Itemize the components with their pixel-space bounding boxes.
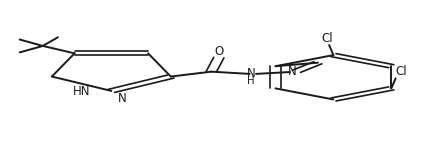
Text: N: N xyxy=(247,67,255,80)
Text: O: O xyxy=(214,45,224,58)
Text: H: H xyxy=(247,76,255,86)
Text: N: N xyxy=(118,92,126,105)
Text: Cl: Cl xyxy=(395,65,407,78)
Text: N: N xyxy=(288,65,296,78)
Text: Cl: Cl xyxy=(321,32,333,45)
Text: HN: HN xyxy=(73,85,90,98)
